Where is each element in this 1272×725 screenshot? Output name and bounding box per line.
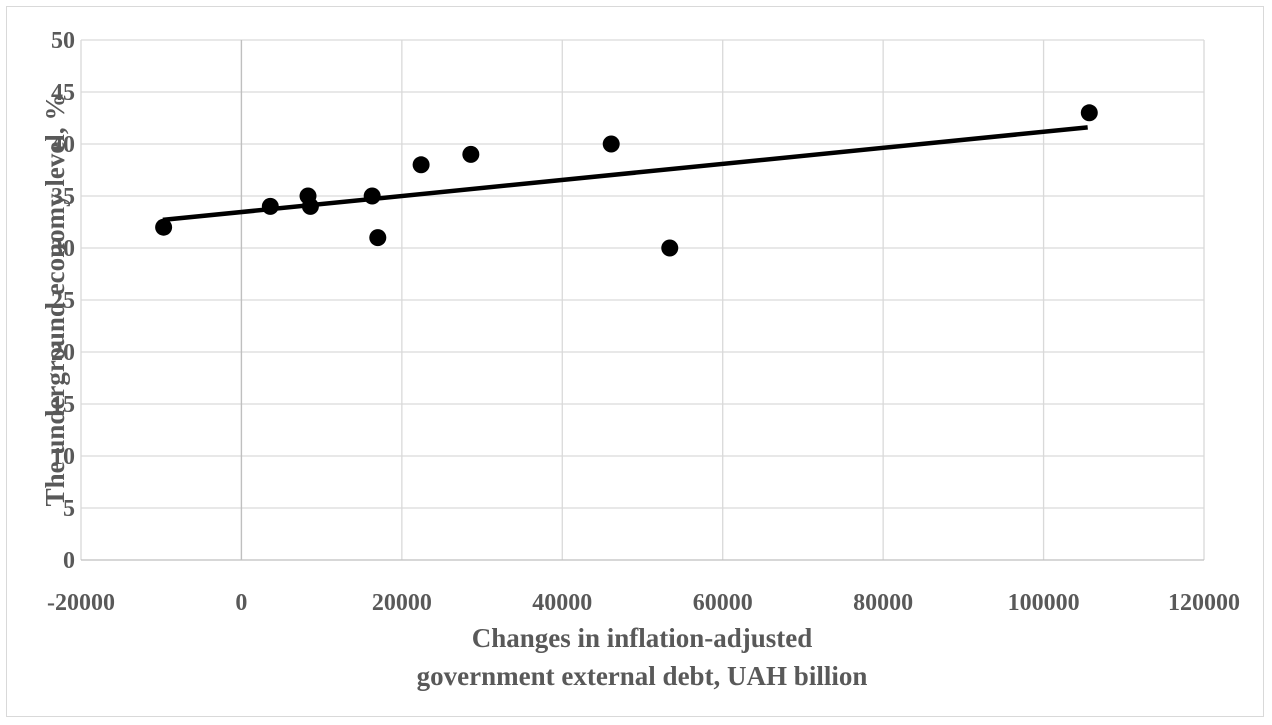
gridlines bbox=[81, 39, 1205, 560]
x-tick-label: 20000 bbox=[372, 590, 432, 616]
x-tick-label: -20000 bbox=[47, 590, 115, 616]
y-tick-label: 40 bbox=[51, 132, 75, 158]
data-point bbox=[369, 229, 387, 247]
data-point bbox=[661, 239, 679, 257]
axes bbox=[80, 40, 1204, 561]
y-tick-label: 0 bbox=[63, 548, 75, 574]
data-point bbox=[363, 187, 381, 205]
x-axis-title-line-2: government external debt, UAH billion bbox=[417, 661, 868, 691]
trendline bbox=[162, 125, 1088, 223]
x-tick-label: 0 bbox=[235, 590, 247, 616]
trendline-layer bbox=[162, 125, 1088, 223]
y-tick-label: 15 bbox=[51, 392, 75, 418]
x-tick-label: 80000 bbox=[853, 590, 913, 616]
data-point bbox=[462, 145, 480, 163]
y-tick-label: 10 bbox=[51, 444, 75, 470]
chart-frame bbox=[6, 6, 1264, 717]
x-tick-label: 60000 bbox=[693, 590, 753, 616]
x-tick-label: 120000 bbox=[1168, 590, 1240, 616]
y-tick-label: 45 bbox=[51, 80, 75, 106]
y-axis-title: The underground economy level, % bbox=[40, 94, 70, 507]
y-tick-label: 35 bbox=[51, 184, 75, 210]
x-tick-label: 40000 bbox=[532, 590, 592, 616]
y-tick-label: 30 bbox=[51, 236, 75, 262]
data-point bbox=[1080, 104, 1098, 122]
data-point bbox=[155, 218, 173, 236]
data-point bbox=[301, 197, 319, 215]
y-tick-label: 5 bbox=[63, 496, 75, 522]
data-points bbox=[155, 104, 1098, 257]
x-axis-title-line-1: Changes in inflation-adjusted bbox=[472, 623, 813, 653]
data-point bbox=[412, 156, 430, 174]
x-tick-label: 100000 bbox=[1008, 590, 1080, 616]
data-point bbox=[261, 197, 279, 215]
y-tick-label: 20 bbox=[51, 340, 75, 366]
y-tick-label: 25 bbox=[51, 288, 75, 314]
data-point bbox=[602, 135, 620, 153]
tick-labels: 0 5 10 15 20 25 30 35 40 45 50 -20000 0 20000 40000 600… bbox=[47, 28, 1240, 616]
y-tick-label: 50 bbox=[51, 28, 75, 54]
